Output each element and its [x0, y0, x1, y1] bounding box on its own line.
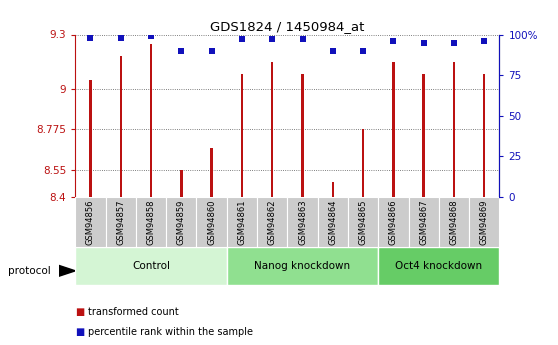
- Bar: [166, 197, 196, 247]
- Text: ■: ■: [75, 307, 85, 317]
- Bar: [469, 197, 499, 247]
- Text: ■: ■: [75, 327, 85, 337]
- Text: GSM94864: GSM94864: [328, 199, 337, 245]
- Text: GSM94866: GSM94866: [389, 199, 398, 245]
- Text: GSM94869: GSM94869: [480, 199, 489, 245]
- Text: GSM94857: GSM94857: [116, 199, 125, 245]
- Bar: [483, 74, 485, 197]
- Text: GSM94860: GSM94860: [207, 199, 216, 245]
- Bar: [119, 56, 122, 197]
- Text: protocol: protocol: [8, 266, 51, 276]
- Bar: [136, 197, 166, 247]
- Bar: [210, 148, 213, 197]
- Bar: [180, 170, 182, 197]
- Polygon shape: [59, 265, 75, 276]
- Bar: [408, 197, 439, 247]
- Bar: [422, 74, 425, 197]
- Bar: [271, 61, 273, 197]
- Bar: [89, 80, 92, 197]
- Text: GSM94867: GSM94867: [419, 199, 428, 245]
- Text: GSM94868: GSM94868: [450, 199, 459, 245]
- Bar: [378, 247, 499, 285]
- Text: Control: Control: [132, 261, 170, 270]
- Bar: [348, 197, 378, 247]
- Bar: [105, 197, 136, 247]
- Text: GSM94859: GSM94859: [177, 199, 186, 245]
- Text: Oct4 knockdown: Oct4 knockdown: [395, 261, 482, 270]
- Bar: [331, 182, 334, 197]
- Bar: [378, 197, 408, 247]
- Bar: [240, 74, 243, 197]
- Text: GSM94862: GSM94862: [268, 199, 277, 245]
- Text: GSM94861: GSM94861: [238, 199, 247, 245]
- Text: percentile rank within the sample: percentile rank within the sample: [88, 327, 253, 337]
- Bar: [301, 74, 304, 197]
- Bar: [75, 247, 227, 285]
- Bar: [362, 129, 364, 197]
- Text: GSM94858: GSM94858: [147, 199, 156, 245]
- Title: GDS1824 / 1450984_at: GDS1824 / 1450984_at: [210, 20, 364, 33]
- Bar: [439, 197, 469, 247]
- Bar: [227, 197, 257, 247]
- Text: GSM94863: GSM94863: [298, 199, 307, 245]
- Text: Nanog knockdown: Nanog knockdown: [254, 261, 350, 270]
- Text: GSM94865: GSM94865: [359, 199, 368, 245]
- Bar: [227, 247, 378, 285]
- Bar: [287, 197, 318, 247]
- Bar: [150, 43, 152, 197]
- Bar: [318, 197, 348, 247]
- Text: GSM94856: GSM94856: [86, 199, 95, 245]
- Bar: [75, 197, 105, 247]
- Bar: [392, 61, 395, 197]
- Bar: [453, 61, 455, 197]
- Bar: [257, 197, 287, 247]
- Bar: [196, 197, 227, 247]
- Text: transformed count: transformed count: [88, 307, 179, 317]
